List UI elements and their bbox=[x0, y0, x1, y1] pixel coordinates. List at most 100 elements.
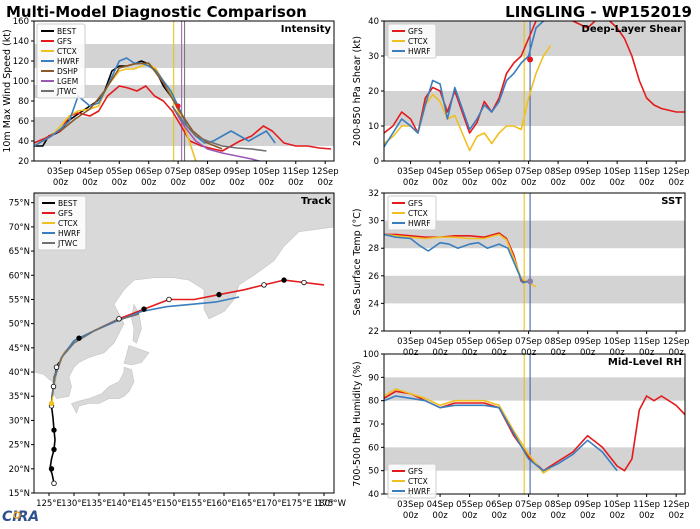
track-ytick-label: 35°N bbox=[9, 392, 30, 402]
intensity-xtick-day: 10Sep bbox=[253, 167, 280, 177]
rh-xtick-hour: 00z bbox=[550, 511, 566, 521]
sst-ytick-label: 28 bbox=[368, 244, 379, 254]
track-land bbox=[34, 420, 35, 493]
intensity-xtick-day: 05Sep bbox=[106, 167, 133, 177]
shear-xtick-hour: 00z bbox=[580, 178, 596, 188]
shear-xtick-hour: 00z bbox=[491, 178, 507, 188]
sst-marker bbox=[527, 278, 534, 285]
track-land bbox=[34, 193, 334, 493]
track-ytick-label: 20°N bbox=[9, 465, 30, 475]
intensity-plot-area bbox=[34, 21, 334, 161]
track-position-marker bbox=[141, 306, 147, 312]
sst-xtick-hour: 00z bbox=[580, 348, 596, 358]
track-xtick-label: 135°E bbox=[86, 499, 112, 509]
rh-xtick-hour: 00z bbox=[403, 511, 419, 521]
intensity-xtick-day: 06Sep bbox=[135, 167, 162, 177]
track-ytick-label: 75°N bbox=[9, 199, 30, 209]
cira-logo-text: CIRA bbox=[2, 509, 39, 525]
rh-ytick-label: 90 bbox=[368, 373, 379, 383]
track-xtick-label: 170°E bbox=[261, 499, 287, 509]
intensity-xtick-hour: 00z bbox=[53, 178, 69, 188]
intensity-legend-label: GFS bbox=[57, 37, 72, 46]
sst-xtick-hour: 00z bbox=[491, 348, 507, 358]
panel-sst: 22242628303203Sep00z04Sep00z05Sep00z06Se… bbox=[352, 189, 690, 358]
track-xtick-label: 145°E bbox=[136, 499, 162, 509]
shear-xtick-hour: 00z bbox=[432, 178, 448, 188]
intensity-series-hwrf bbox=[34, 57, 276, 147]
rh-xtick-hour: 00z bbox=[491, 511, 507, 521]
track-xtick-label: 175°E bbox=[286, 499, 312, 509]
track-legend-label: CTCX bbox=[58, 219, 78, 228]
figure-title-left: Multi-Model Diagnostic Comparison bbox=[6, 3, 307, 21]
track-ytick-label: 30°N bbox=[9, 416, 30, 426]
shear-xtick-hour: 00z bbox=[609, 178, 625, 188]
sst-xtick-day: 12Sep bbox=[663, 337, 690, 347]
shear-xtick-hour: 00z bbox=[403, 178, 419, 188]
panel-rh: 40506070809010003Sep00z04Sep00z05Sep00z0… bbox=[352, 350, 690, 521]
panel-intensity: 2040608010012014016003Sep00z04Sep00z05Se… bbox=[2, 17, 339, 188]
shear-ytick-label: 0 bbox=[374, 157, 379, 167]
track-ytick-label: 70°N bbox=[9, 223, 30, 233]
track-position-marker bbox=[166, 296, 172, 303]
track-legend-label: GFS bbox=[58, 209, 73, 218]
shear-legend-box bbox=[387, 23, 437, 59]
intensity-ytick-label: 120 bbox=[13, 57, 29, 67]
shear-xtick-day: 03Sep bbox=[397, 167, 424, 177]
rh-band bbox=[384, 377, 685, 401]
rh-plot-area bbox=[384, 354, 685, 494]
rh-legend-label: HWRF bbox=[408, 487, 431, 496]
sst-legend-label: CTCX bbox=[408, 209, 428, 218]
rh-ytick-label: 60 bbox=[368, 443, 379, 453]
sst-title: SST bbox=[661, 196, 682, 207]
rh-xtick-hour: 00z bbox=[521, 511, 537, 521]
shear-band bbox=[384, 91, 685, 126]
rh-legend-box bbox=[387, 463, 437, 499]
rh-ytick-label: 70 bbox=[368, 420, 379, 430]
intensity-marker bbox=[175, 103, 181, 109]
track-ytick-label: 45°N bbox=[9, 344, 30, 354]
sst-xtick-hour: 00z bbox=[550, 348, 566, 358]
shear-ytick-label: 10 bbox=[368, 122, 379, 132]
intensity-xtick-day: 07Sep bbox=[165, 167, 192, 177]
rh-xtick-day: 07Sep bbox=[515, 500, 542, 510]
intensity-xtick-hour: 00z bbox=[288, 178, 304, 188]
intensity-xtick-hour: 00z bbox=[112, 178, 128, 188]
track-ytick-label: 25°N bbox=[9, 441, 30, 451]
intensity-ytick-label: 100 bbox=[13, 77, 29, 87]
intensity-ytick-label: 20 bbox=[18, 157, 29, 167]
panel-track: 15°N 20°N 25°N 30°N 35°N 40°N 45°N 50°N 55°N 60°N… bbox=[9, 192, 347, 509]
shear-xtick-day: 12Sep bbox=[663, 167, 690, 177]
rh-xtick-day: 04Sep bbox=[427, 500, 454, 510]
track-ytick-label: 40°N bbox=[9, 368, 30, 378]
shear-series-gfs bbox=[384, 21, 685, 134]
rh-xtick-hour: 00z bbox=[669, 511, 685, 521]
intensity-ytick-label: 160 bbox=[13, 17, 29, 27]
track-legend-label: BEST bbox=[58, 199, 78, 208]
intensity-ytick-label: 60 bbox=[18, 117, 29, 127]
sst-ytick-label: 24 bbox=[368, 299, 379, 309]
rh-series-hwrf bbox=[384, 395, 618, 472]
rh-xtick-day: 09Sep bbox=[574, 500, 601, 510]
intensity-xtick-hour: 00z bbox=[170, 178, 186, 188]
track-ytick-label: 55°N bbox=[9, 295, 30, 305]
track-xtick-label: 160°E bbox=[211, 499, 237, 509]
shear-xtick-hour: 00z bbox=[521, 178, 537, 188]
track-map-area bbox=[34, 193, 334, 493]
intensity-legend-label: DSHP bbox=[57, 67, 78, 76]
intensity-xtick-day: 08Sep bbox=[194, 167, 221, 177]
shear-legend-label: HWRF bbox=[408, 47, 431, 56]
shear-marker bbox=[527, 56, 534, 63]
rh-xtick-hour: 00z bbox=[639, 511, 655, 521]
intensity-legend-label: CTCX bbox=[57, 47, 77, 56]
intensity-ytick-label: 40 bbox=[18, 137, 29, 147]
intensity-xtick-day: 03Sep bbox=[47, 167, 74, 177]
track-position-marker bbox=[51, 446, 57, 453]
sst-series-gfs bbox=[384, 232, 529, 283]
shear-xtick-hour: 00z bbox=[669, 178, 685, 188]
track-legend-box bbox=[37, 195, 87, 251]
shear-legend-label: CTCX bbox=[408, 37, 428, 46]
